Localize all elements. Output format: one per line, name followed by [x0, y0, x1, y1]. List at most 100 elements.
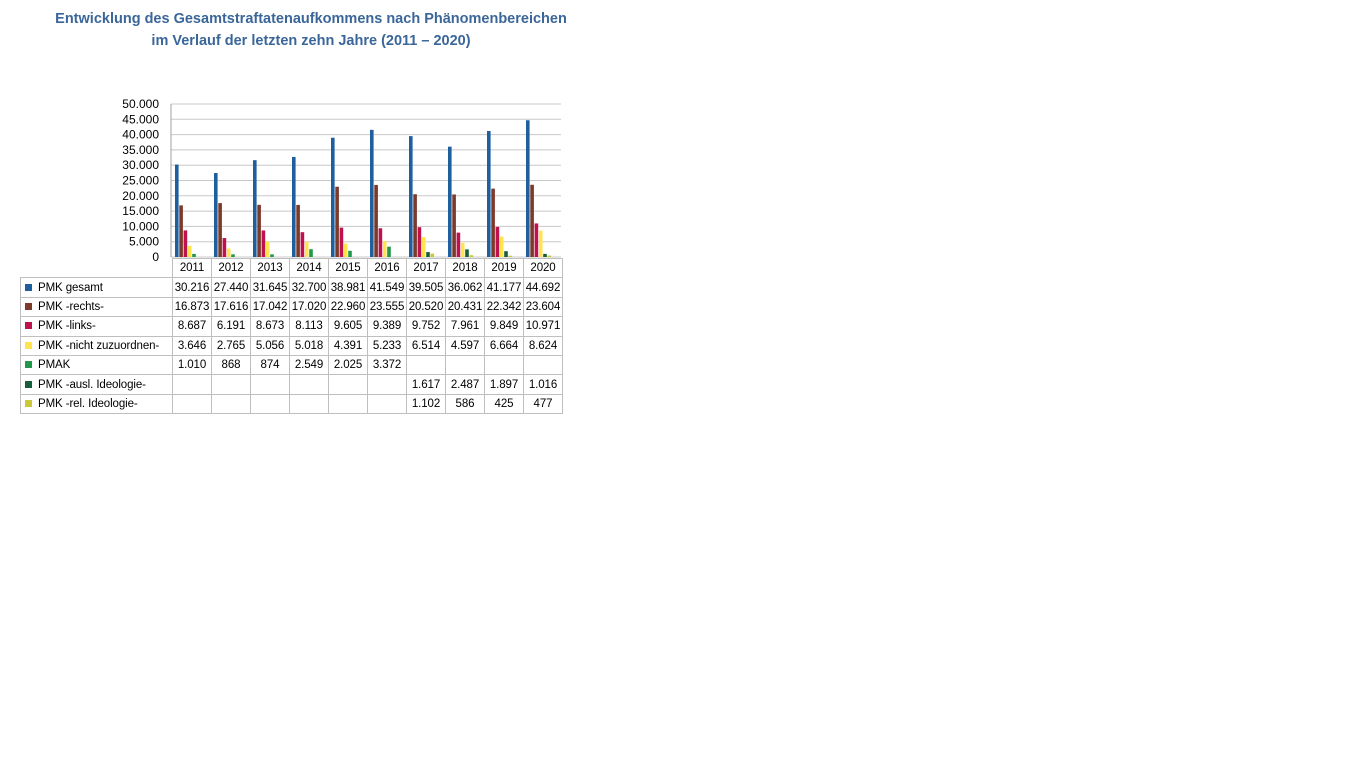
- data-label: 4.391: [328, 335, 368, 356]
- bar: [504, 251, 508, 257]
- bar: [343, 243, 348, 257]
- data-label: 4.597: [445, 335, 485, 356]
- series-name: PMK -links-: [38, 320, 96, 333]
- bar: [292, 156, 296, 257]
- data-label: 8.624: [523, 335, 563, 356]
- data-label: 6.191: [211, 316, 251, 337]
- bar: [309, 249, 313, 257]
- bar: [192, 253, 196, 257]
- chart-title: Entwicklung des Gesamtstraftatenaufkomme…: [20, 8, 602, 52]
- data-label: 3.646: [172, 335, 212, 356]
- bar: [265, 241, 270, 257]
- bar: [547, 255, 552, 257]
- data-label: 2.025: [328, 354, 368, 376]
- data-label: 41.549: [367, 277, 407, 298]
- bar: [495, 226, 500, 257]
- data-label: 38.981: [328, 277, 368, 298]
- bar: [214, 173, 218, 257]
- bar: [460, 242, 465, 257]
- data-label: 586: [445, 393, 485, 415]
- legend-key: [25, 380, 32, 388]
- bar: [456, 232, 461, 257]
- data-label: 1.010: [172, 354, 212, 376]
- data-label: 10.971: [523, 316, 563, 337]
- bar: [370, 129, 374, 257]
- table-row: PMK -rechts- 16.873 17.616 17.042 17.020 22.9…: [20, 296, 563, 318]
- data-label: 8.113: [289, 316, 329, 337]
- y-tick-label: 25.000: [122, 174, 159, 188]
- data-label: 6.514: [406, 335, 446, 356]
- data-label: 23.555: [367, 296, 407, 318]
- data-label: 5.018: [289, 335, 329, 356]
- legend-entry: PMK -rechts-: [20, 296, 173, 318]
- bar: [448, 146, 452, 257]
- data-label: 2.549: [289, 354, 329, 376]
- bar: [374, 184, 378, 257]
- legend-entry: PMK -nicht zuzuordnen-: [20, 335, 173, 356]
- data-label: 874: [250, 354, 290, 376]
- bar: [183, 230, 188, 257]
- data-label: 41.177: [484, 277, 524, 298]
- x-tick-label: 2012: [211, 257, 251, 279]
- data-label: 22.960: [328, 296, 368, 318]
- data-label: 2.487: [445, 374, 485, 395]
- chart-title-line-1: Entwicklung des Gesamtstraftatenaufkomme…: [55, 11, 567, 27]
- bar: [526, 120, 530, 257]
- bar: [499, 236, 504, 257]
- bar: [339, 227, 344, 257]
- data-label: 17.042: [250, 296, 290, 318]
- bar: [543, 253, 547, 257]
- bar: [417, 227, 422, 257]
- bar: [335, 186, 339, 257]
- bar: [296, 204, 300, 257]
- y-tick-label: 15.000: [122, 204, 159, 218]
- data-label: 30.216: [172, 277, 212, 298]
- series-name: PMK -nicht zuzuordnen-: [38, 339, 160, 352]
- data-label: 9.389: [367, 316, 407, 337]
- bar: [348, 250, 352, 257]
- x-tick-label: 2013: [250, 257, 290, 279]
- data-label: [484, 354, 524, 376]
- bar: [530, 184, 534, 257]
- data-label: 8.673: [250, 316, 290, 337]
- series-name: PMK -ausl. Ideologie-: [38, 378, 146, 391]
- bar: [378, 228, 383, 257]
- bar: [508, 255, 513, 257]
- data-label: 22.342: [484, 296, 524, 318]
- series-name: PMK -rel. Ideologie-: [38, 397, 138, 410]
- data-label: 3.372: [367, 354, 407, 376]
- bar: [421, 237, 426, 257]
- y-tick-label: 20.000: [122, 189, 159, 203]
- bar: [231, 254, 235, 257]
- data-label: [250, 374, 290, 395]
- x-tick-label: 2018: [445, 257, 485, 279]
- data-label: 5.056: [250, 335, 290, 356]
- bar: [452, 194, 456, 257]
- series-name: PMAK: [38, 359, 71, 372]
- bar: [304, 241, 309, 257]
- legend-entry: PMK gesamt: [20, 277, 173, 298]
- y-tick-label: 45.000: [122, 112, 159, 126]
- data-label: 44.692: [523, 277, 563, 298]
- data-label: 1.016: [523, 374, 563, 395]
- table-corner: [20, 258, 173, 278]
- x-tick-label: 2017: [406, 257, 446, 279]
- bar: [538, 230, 543, 257]
- table-row: PMK gesamt 30.216 27.440 31.645 32.700 38.981…: [20, 277, 563, 298]
- x-tick-label: 2016: [367, 257, 407, 279]
- table-row: PMK -links- 8.687 6.191 8.673 8.113 9.605 9.38…: [20, 316, 563, 337]
- bar: [226, 248, 231, 257]
- data-label: 36.062: [445, 277, 485, 298]
- data-label: [172, 393, 212, 415]
- legend-key: [25, 399, 32, 407]
- bar: [270, 254, 274, 257]
- data-label: 32.700: [289, 277, 329, 298]
- data-label: 1.102: [406, 393, 446, 415]
- y-tick-label: 40.000: [122, 128, 159, 142]
- bar: [253, 160, 257, 257]
- data-label: [289, 393, 329, 415]
- y-tick-label: 10.000: [122, 219, 159, 233]
- bar: [491, 188, 495, 257]
- legend-entry: PMK -rel. Ideologie-: [20, 393, 173, 415]
